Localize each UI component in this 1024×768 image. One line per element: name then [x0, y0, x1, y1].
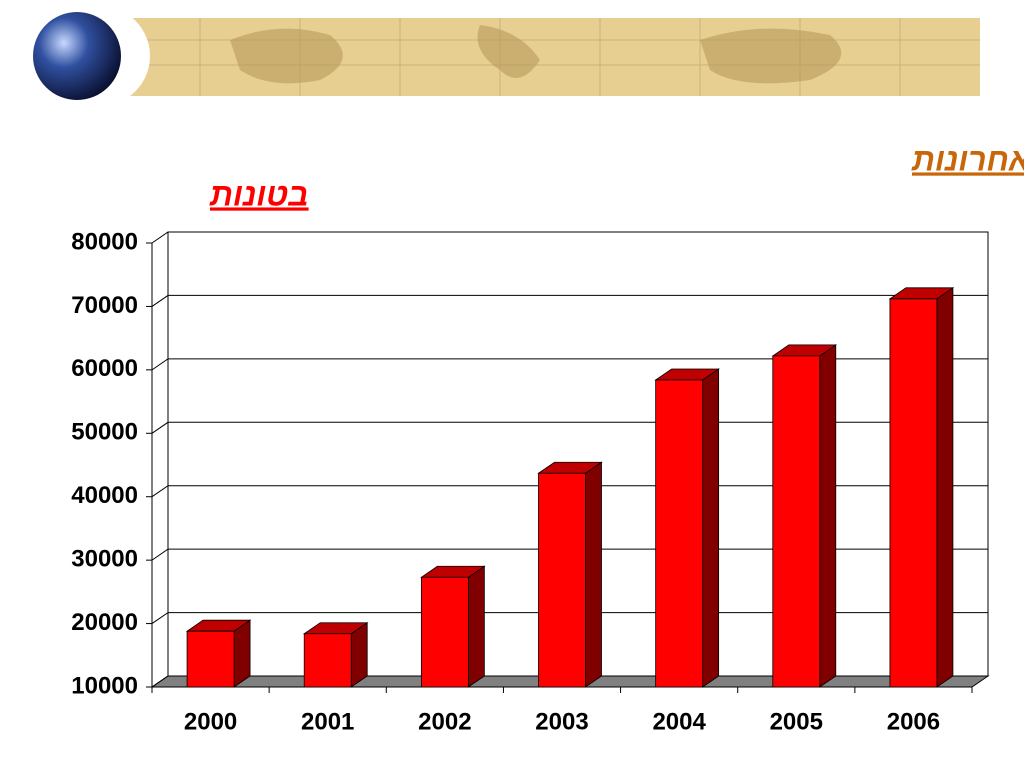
chart-title: יבוא פלפל לרוסיה בשנים האחרונות — [911, 141, 1024, 177]
bar-side — [585, 461, 602, 688]
bar — [420, 565, 486, 688]
bar — [185, 619, 252, 688]
bar-side — [233, 619, 251, 688]
bar-front — [772, 355, 821, 688]
y-tick-label: 50000 — [71, 419, 138, 446]
bar — [771, 344, 838, 688]
bar-front — [303, 633, 352, 688]
y-axis-label: בטונות — [209, 176, 309, 212]
bar-front — [420, 576, 469, 688]
bar — [302, 621, 369, 688]
map-banner — [100, 18, 980, 96]
globe — [33, 12, 121, 100]
bar-front — [538, 472, 586, 688]
bar — [537, 461, 603, 688]
bar-front — [655, 379, 704, 688]
plot-area: 10000 20000 30000 40000 50000 60000 70000 80000… — [71, 228, 990, 735]
x-tick-label: 2004 — [652, 708, 706, 735]
grid-line — [151, 231, 988, 244]
bar — [888, 287, 955, 688]
bar-front — [889, 298, 938, 688]
y-tick-label: 10000 — [71, 672, 138, 699]
bar — [654, 368, 720, 688]
grid-line — [151, 294, 988, 307]
bar-front — [186, 630, 235, 688]
grid-line — [151, 358, 988, 371]
y-tick-label: 70000 — [71, 292, 138, 319]
bar-side — [467, 565, 485, 688]
y-tick-label: 30000 — [71, 545, 138, 572]
x-tick-label: 2003 — [535, 708, 588, 735]
bar-side — [819, 344, 837, 688]
map-continents — [230, 25, 842, 84]
bar-side — [936, 287, 954, 688]
x-tick-label: 2005 — [770, 708, 823, 735]
y-tick-label: 40000 — [71, 482, 138, 509]
x-tick-label: 2002 — [418, 708, 471, 735]
bar-side — [702, 368, 720, 688]
y-tick-label: 20000 — [71, 609, 138, 636]
y-tick-label: 80000 — [71, 228, 138, 255]
x-tick-label: 2001 — [301, 708, 354, 735]
y-tick-label: 60000 — [71, 355, 138, 382]
x-tick-label: 2006 — [887, 708, 940, 735]
x-tick-label: 2000 — [184, 708, 237, 735]
